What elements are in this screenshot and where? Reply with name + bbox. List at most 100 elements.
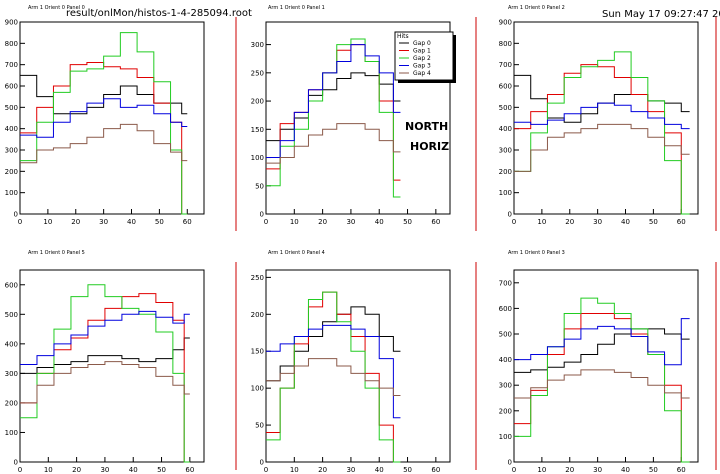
x-tick-label: 30 [100,466,109,474]
y-tick-label: 700 [5,61,18,69]
plot-frame [513,21,699,215]
legend-box [394,31,454,81]
y-tick-label: 0 [14,211,18,219]
chart-panel-3: Arm 1 Orient 0 Panel 50 10 20 30 40 50 6001002… [5,250,237,474]
x-tick-label: 10 [43,218,52,226]
chart-title: Arm 1 Orient 0 Panel 5 [28,250,85,256]
x-tick-label: 20 [565,218,574,226]
x-tick-label: 50 [649,218,658,226]
y-tick-label: 100 [5,189,18,197]
x-tick-label: 60 [185,466,194,474]
x-tick-label: 40 [127,218,136,226]
y-tick-label: 300 [251,41,264,49]
y-tick-label: 200 [5,168,18,176]
y-tick-label: 600 [499,83,512,91]
x-tick-label: 30 [593,218,602,226]
file-path-label: result/onlMon/histos-1-4-285094.root [66,8,252,19]
y-tick-label: 300 [499,382,512,390]
chart-panel-1: Arm 1 Orient 0 Panel 1 0 10 20 30 40 50 60 0 50 10… [251,5,477,231]
y-tick-label: 800 [5,40,18,48]
series-line-gap-1 [20,62,188,215]
datetime-label: Sun May 17 09:27:47 2009 [602,9,720,20]
plot-frame [19,269,205,463]
y-tick-label: 500 [5,104,18,112]
x-tick-label: 10 [290,466,299,474]
x-tick-label: 30 [593,466,602,474]
y-tick-label: 300 [5,147,18,155]
series-line-gap-3 [266,324,401,419]
series-line-gap-2 [514,297,690,463]
series-line-gap-4 [266,358,401,397]
y-tick-label: 0 [260,211,264,219]
y-tick-label: 200 [499,168,512,176]
y-tick-label: 250 [251,274,264,282]
y-tick-label: 0 [14,459,18,467]
series-line-gap-1 [20,293,190,463]
y-tick-label: 700 [499,279,512,287]
y-tick-label: 150 [251,348,264,356]
y-tick-label: 400 [499,356,512,364]
x-tick-label: 60 [183,218,192,226]
x-tick-label: 40 [375,218,384,226]
x-tick-label: 10 [44,466,53,474]
x-tick-label: 0 [512,218,516,226]
y-tick-label: 50 [255,422,264,430]
x-tick-label: 0 [18,218,22,226]
legend-entry: Gap 4 [413,70,431,77]
y-tick-label: 0 [260,459,264,467]
x-tick-label: 40 [375,466,384,474]
x-tick-label: 50 [403,218,412,226]
x-tick-label: 50 [403,466,412,474]
x-tick-label: 40 [129,466,138,474]
x-tick-label: 0 [264,218,268,226]
y-tick-label: 100 [251,385,264,393]
chart-title: Arm 1 Orient 0 Panel 2 [508,5,565,11]
y-tick-label: 100 [499,433,512,441]
x-tick-label: 10 [537,466,546,474]
y-tick-label: 250 [251,69,264,77]
legend-entry: Gap 1 [413,48,431,55]
x-tick-label: 10 [290,218,299,226]
y-tick-label: 400 [5,125,18,133]
series-line-gap-3 [20,98,188,138]
y-tick-label: 500 [5,311,18,319]
series-line-gap-0 [266,72,401,142]
legend-entry: Gap 3 [413,63,431,70]
series-line-gap-2 [514,51,690,215]
chart-panel-5: Arm 1 Orient 0 Panel 30 10 20 30 40 50 6001002… [499,250,717,474]
x-tick-label: 0 [18,466,22,474]
x-tick-label: 0 [512,466,516,474]
y-tick-label: 900 [5,19,18,27]
y-tick-label: 300 [5,370,18,378]
series-line-gap-0 [514,74,690,123]
x-tick-label: 60 [431,218,440,226]
chart-title: Arm 1 Orient 0 Panel 0 [28,5,85,11]
x-tick-label: 20 [318,466,327,474]
y-tick-label: 100 [5,429,18,437]
chart-title: Arm 1 Orient 0 Panel 1 [268,5,325,11]
series-line-gap-3 [514,102,690,130]
series-line-gap-1 [514,64,690,215]
y-tick-label: 900 [499,19,512,27]
x-tick-label: 30 [99,218,108,226]
x-tick-label: 30 [346,218,355,226]
y-tick-label: 500 [499,331,512,339]
y-tick-label: 100 [251,154,264,162]
y-tick-label: 600 [5,281,18,289]
x-tick-label: 40 [621,218,630,226]
x-tick-label: 40 [621,466,630,474]
series-line-gap-4 [514,123,690,172]
plot-frame [19,21,205,215]
y-tick-label: 700 [499,61,512,69]
x-tick-label: 50 [157,466,166,474]
legend-entry: Gap 0 [413,40,431,47]
x-tick-label: 30 [346,466,355,474]
x-tick-label: 60 [431,466,440,474]
y-tick-label: 50 [255,182,264,190]
x-tick-label: 0 [264,466,268,474]
plot-frame [265,21,451,215]
series-line-gap-4 [266,123,401,164]
x-tick-label: 20 [71,218,80,226]
